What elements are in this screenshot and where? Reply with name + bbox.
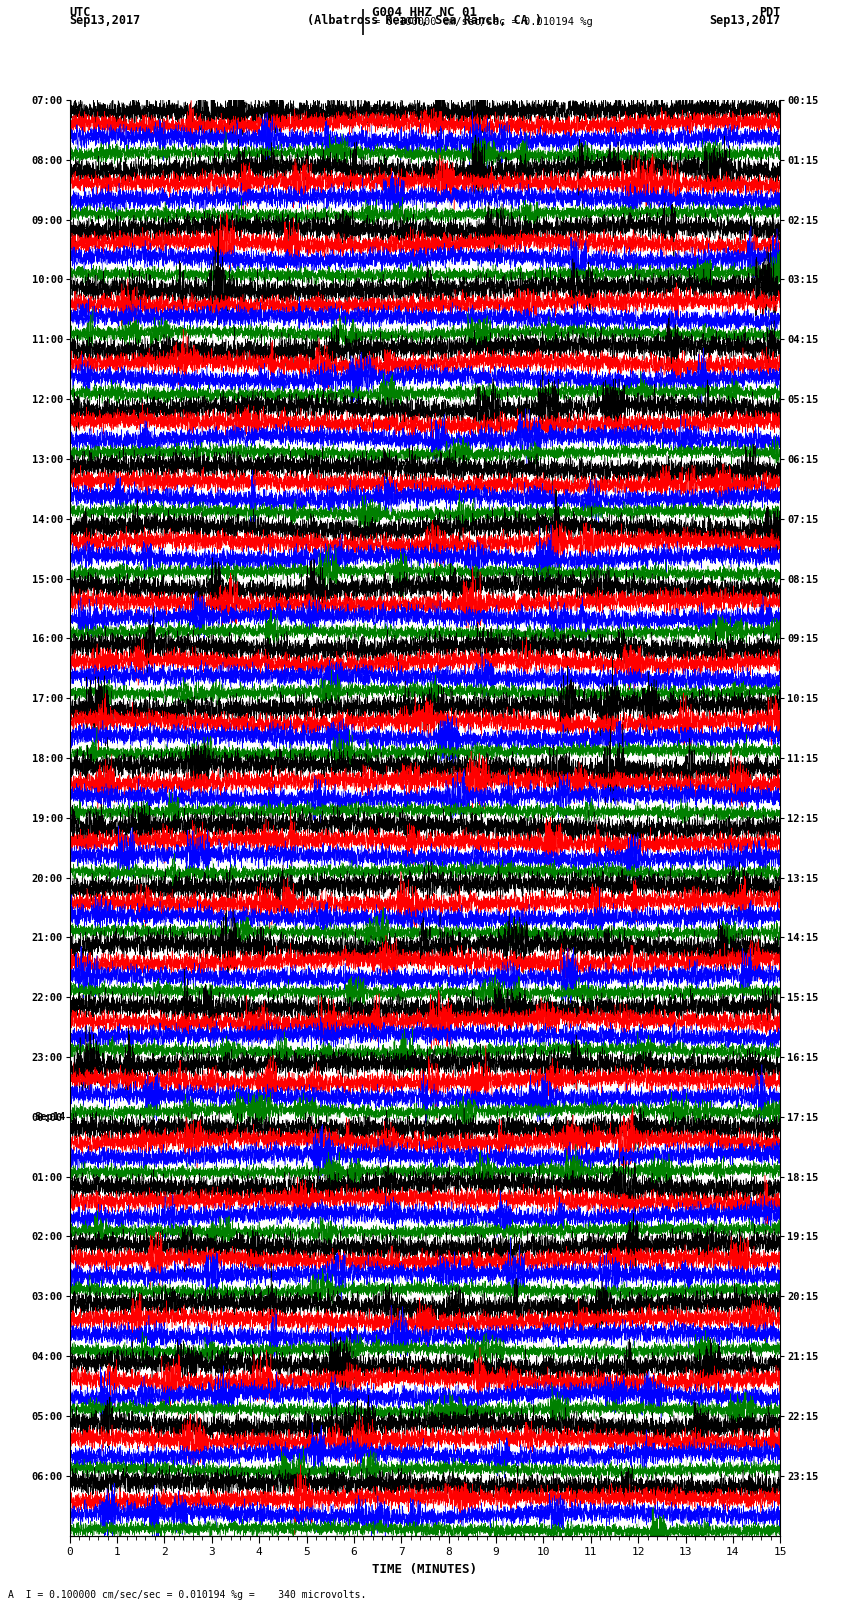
Text: Sep13,2017: Sep13,2017	[70, 13, 141, 27]
Text: UTC: UTC	[70, 5, 91, 19]
Text: PDT: PDT	[759, 5, 780, 19]
Text: (Albatross Reach, Sea Ranch, CA ): (Albatross Reach, Sea Ranch, CA )	[308, 13, 542, 27]
Text: G004 HHZ NC 01: G004 HHZ NC 01	[372, 5, 478, 19]
Text: A  I = 0.100000 cm/sec/sec = 0.010194 %g =    340 microvolts.: A I = 0.100000 cm/sec/sec = 0.010194 %g …	[8, 1590, 367, 1600]
Text: = 0.100000 cm/sec/sec = 0.010194 %g: = 0.100000 cm/sec/sec = 0.010194 %g	[374, 16, 592, 27]
Text: Sep14: Sep14	[34, 1111, 65, 1123]
Text: Sep13,2017: Sep13,2017	[709, 13, 780, 27]
X-axis label: TIME (MINUTES): TIME (MINUTES)	[372, 1563, 478, 1576]
